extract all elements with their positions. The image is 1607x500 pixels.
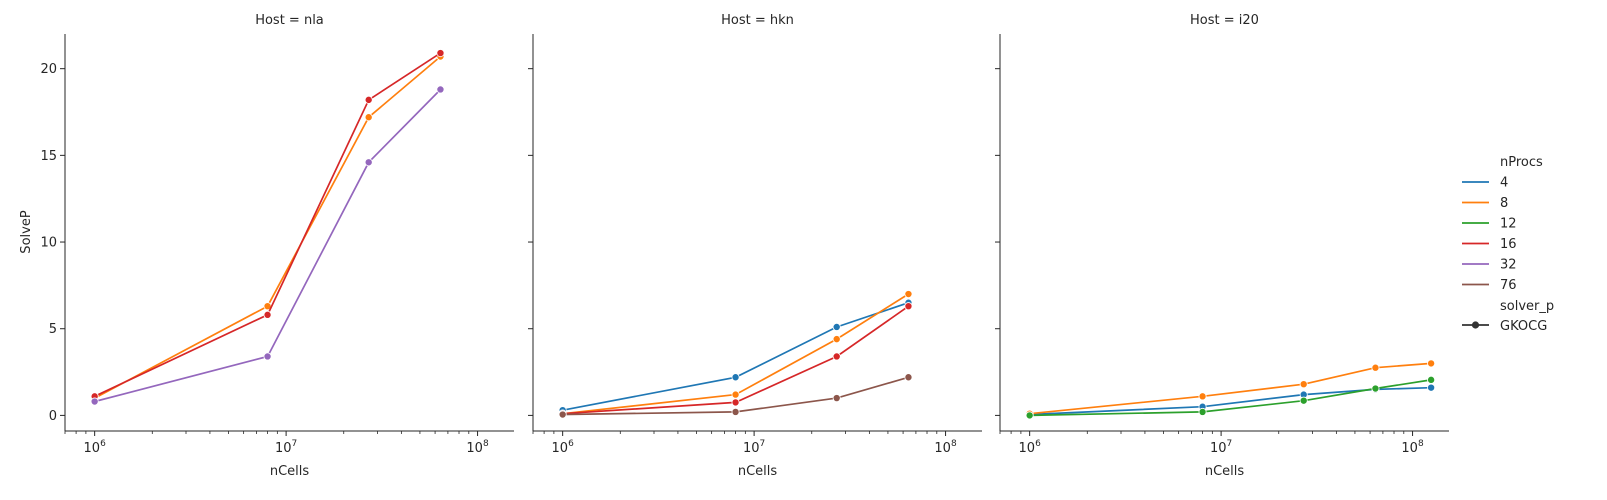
legend-label: 16 [1500,237,1517,252]
data-point [731,398,740,407]
y-tick-label: 15 [40,149,57,164]
y-axis-label: SolveP [19,210,34,254]
legend-label: 32 [1500,258,1517,273]
series-line-nprocs-4 [1029,386,1432,416]
legend-label: 8 [1500,196,1508,211]
y-tick-label: 10 [40,236,57,251]
legend-style-title: solver_p [1500,299,1554,314]
legend-style-marker [1471,321,1480,329]
x-tick-label: 108 [934,439,957,456]
data-point [558,410,567,419]
data-point [1427,375,1436,384]
data-point [904,302,913,311]
panel-title: Host = nla [255,13,324,28]
x-tick-label: 107 [1210,439,1232,456]
data-point [904,373,913,382]
y-tick-label: 5 [49,322,57,337]
series-line-nprocs-32 [94,88,442,403]
y-tick-label: 20 [40,62,57,77]
series-line-nprocs-8 [94,55,442,399]
data-point [1371,363,1380,372]
data-point [263,310,272,319]
x-axis-label: nCells [1205,464,1245,479]
data-point [904,290,913,299]
data-point [436,49,445,58]
y-tick-label: 0 [49,409,57,424]
data-point [832,394,841,403]
series-line-nprocs-16 [94,52,441,398]
data-point [1427,359,1436,368]
data-point [731,373,740,382]
data-point [436,85,445,94]
x-tick-label: 107 [743,439,765,456]
x-tick-label: 106 [552,439,575,456]
data-point [90,397,99,406]
x-tick-label: 106 [1019,439,1042,456]
data-point [1198,407,1207,416]
series-line-nprocs-4 [562,301,909,412]
x-tick-label: 108 [466,439,489,456]
data-point [364,158,373,167]
series-line-nprocs-12 [1029,379,1432,417]
panel-0: Host = nla 0 5 10 15 20 106 107 108 nCells [40,13,514,479]
data-point [832,335,841,344]
data-point [731,407,740,416]
x-axis-label: nCells [738,464,778,479]
data-point [1299,396,1308,405]
legend-style-label: GKOCG [1500,319,1547,334]
series-line-nprocs-76 [562,376,909,416]
x-axis-label: nCells [270,464,310,479]
x-tick-label: 107 [275,439,297,456]
x-tick-label: 106 [84,439,107,456]
panel-2: Host = i20 106 107 108 nCells [995,13,1449,479]
legend: nProcs 4 8 12 16 32 76 solver_p GKOCG [1462,155,1554,334]
data-point [832,322,841,331]
legend-label: 76 [1500,278,1517,293]
legend-label: 12 [1500,217,1517,232]
data-point [731,390,740,399]
panel-title: Host = hkn [721,13,794,28]
data-point [263,352,272,361]
series-line-nprocs-16 [562,305,909,415]
data-point [1371,384,1380,393]
data-point [1198,392,1207,401]
data-point [364,95,373,104]
data-point [832,352,841,361]
data-point [364,113,373,122]
panel-1: Host = hkn 106 107 108 nCells [528,13,982,479]
legend-title: nProcs [1500,155,1543,170]
data-point [1427,383,1436,392]
panel-title: Host = i20 [1190,13,1259,28]
series-line-nprocs-8 [562,293,909,415]
legend-label: 4 [1500,176,1508,191]
x-tick-label: 108 [1401,439,1424,456]
data-point [1025,411,1034,420]
data-point [1299,380,1308,389]
